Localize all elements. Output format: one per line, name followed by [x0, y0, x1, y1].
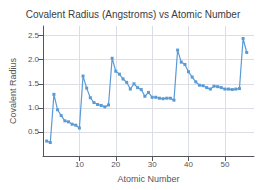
svg-text:1.5: 1.5: [28, 79, 40, 88]
svg-text:2.0: 2.0: [28, 55, 40, 64]
svg-text:20: 20: [111, 160, 120, 169]
svg-text:Covalent Radius: Covalent Radius: [8, 57, 18, 124]
svg-text:10: 10: [75, 160, 84, 169]
svg-text:2.5: 2.5: [28, 31, 40, 40]
svg-text:1.0: 1.0: [28, 103, 40, 112]
svg-text:30: 30: [148, 160, 157, 169]
svg-text:Atomic Number: Atomic Number: [118, 174, 180, 184]
svg-text:40: 40: [184, 160, 193, 169]
svg-text:Covalent Radius (Angstroms) vs: Covalent Radius (Angstroms) vs Atomic Nu…: [26, 9, 241, 20]
svg-text:0.5: 0.5: [28, 127, 40, 136]
svg-text:50: 50: [220, 160, 229, 169]
